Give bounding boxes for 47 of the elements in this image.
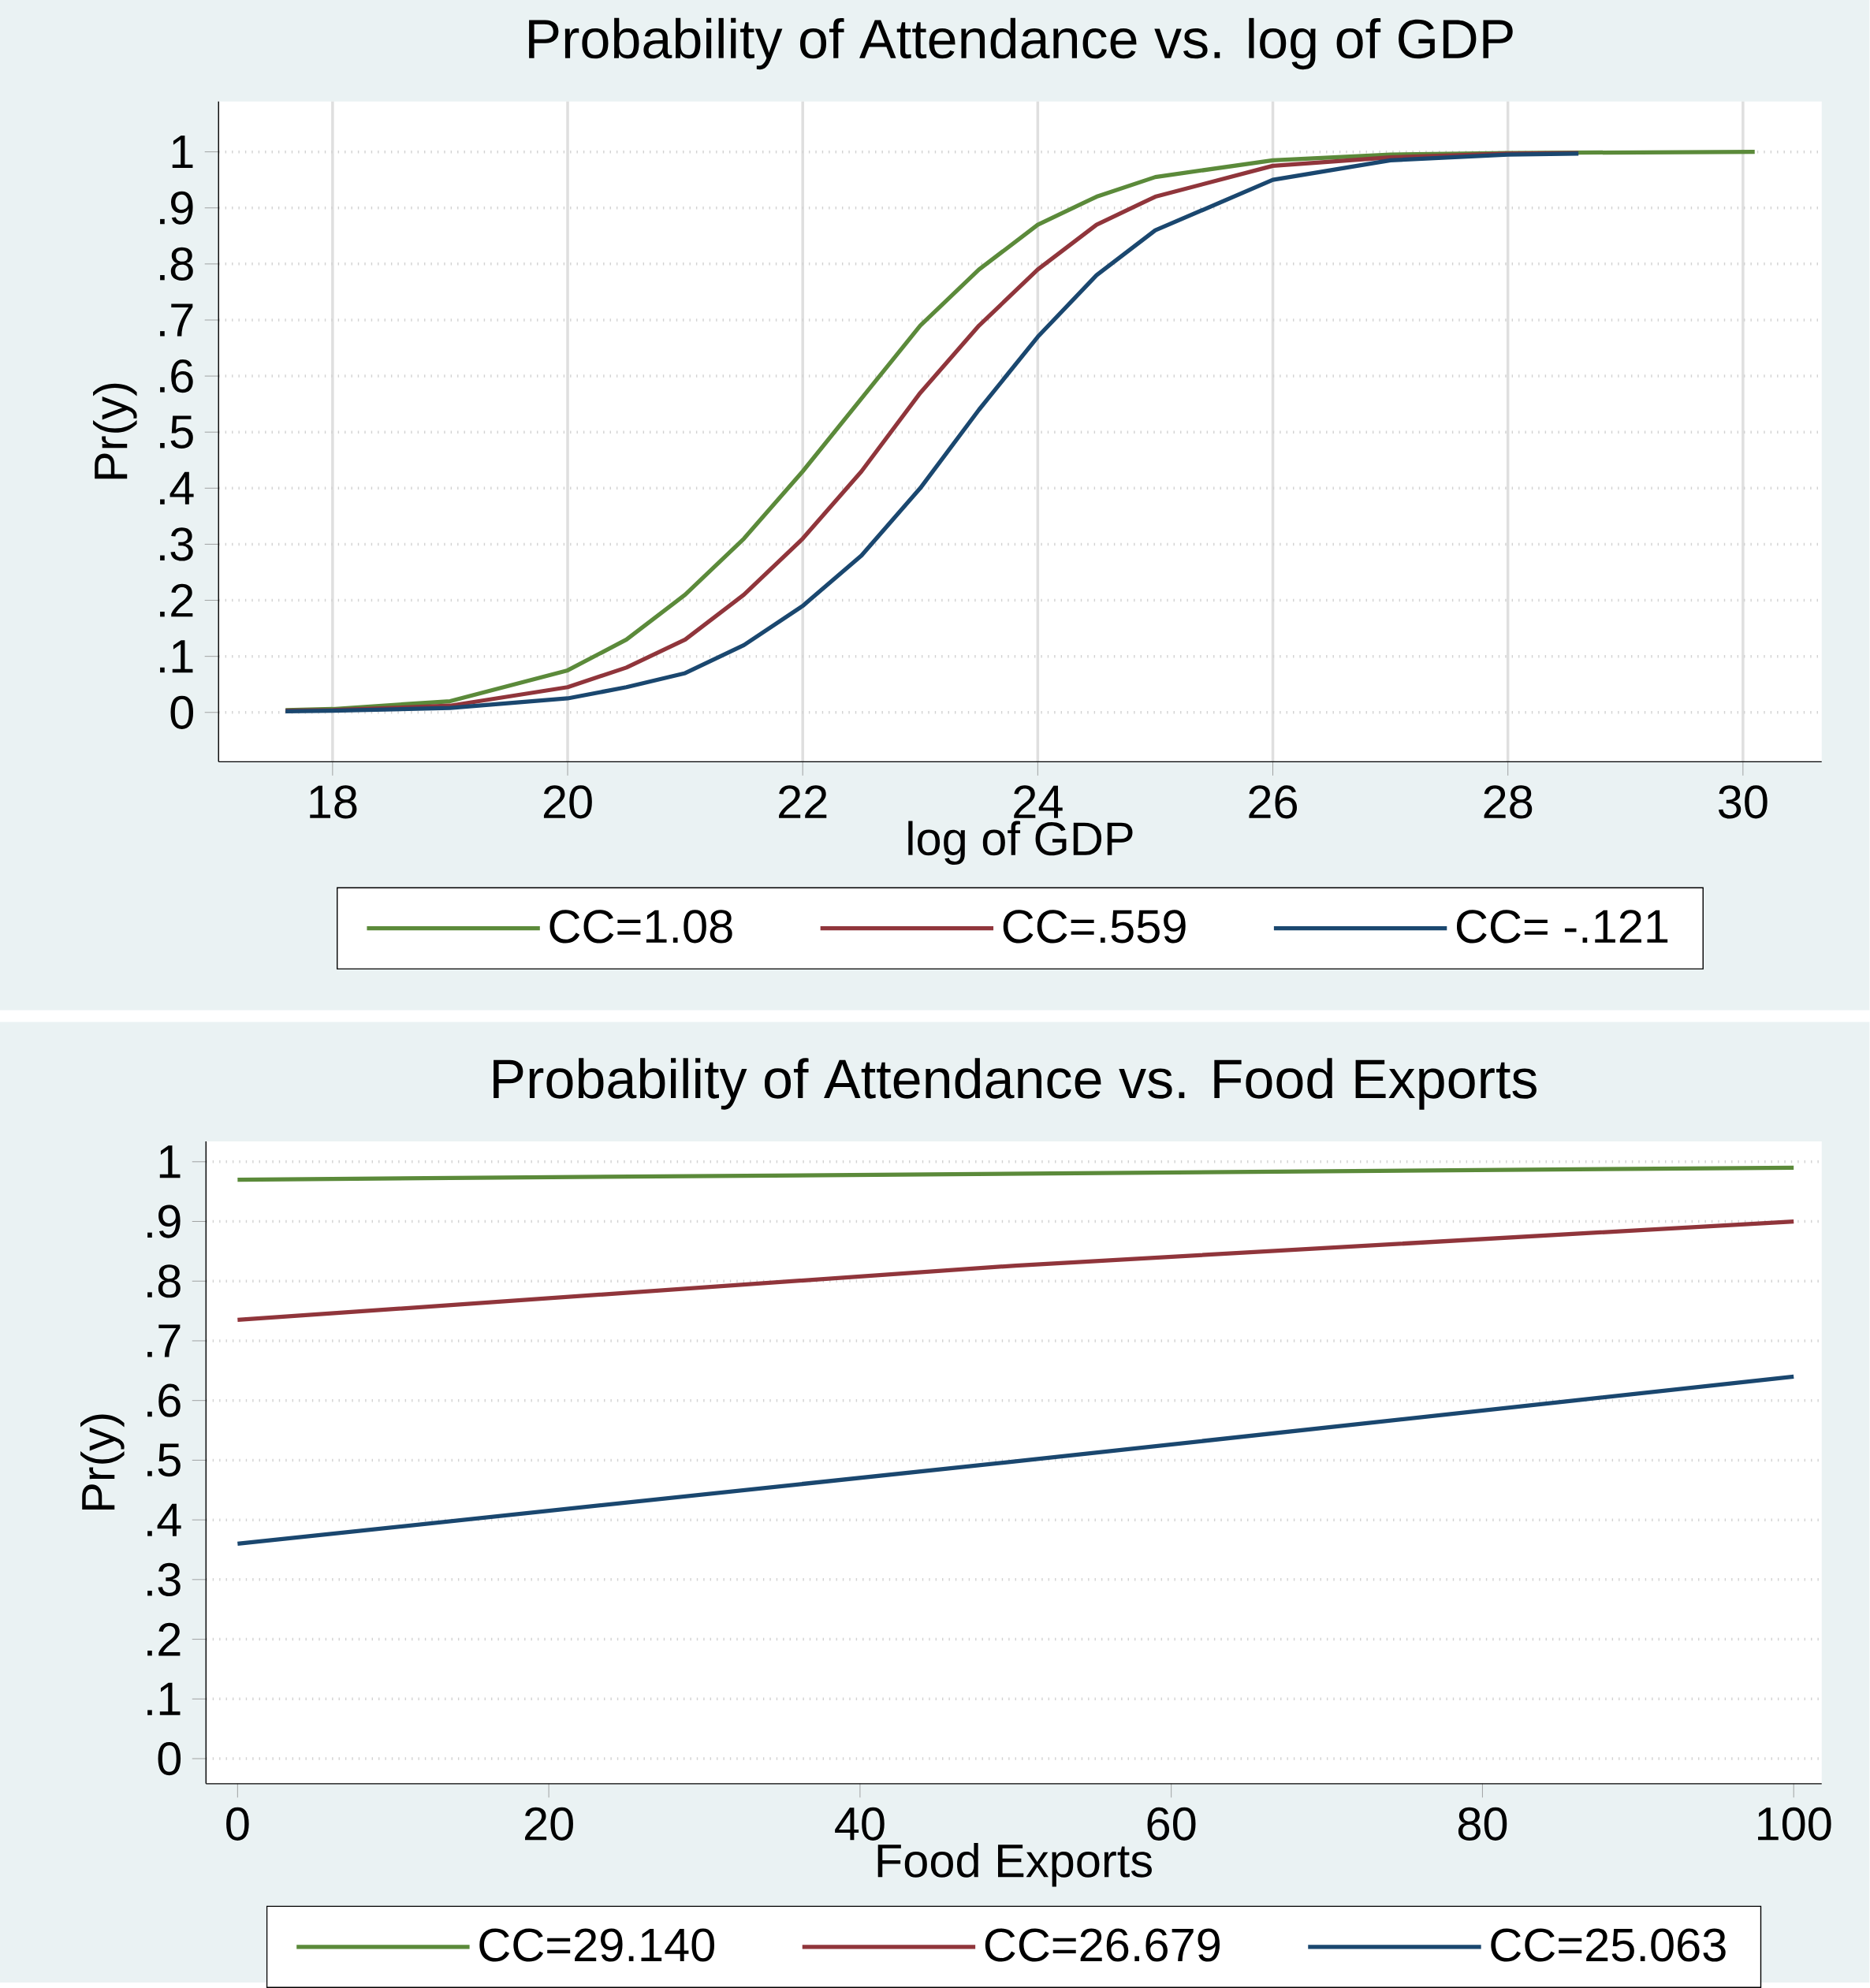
x-axis-title: log of GDP — [908, 821, 1133, 866]
y-tick-label: .7 — [147, 1324, 181, 1357]
y-tick-label: .3 — [160, 527, 193, 561]
chart-title: Probability of Attendance vs. Food Exports — [494, 1058, 1537, 1110]
y-tick-label: .5 — [160, 415, 194, 449]
legend-label: CC=25.063 — [1491, 1928, 1726, 1962]
legend-label: CC=.559 — [1003, 910, 1186, 944]
y-axis-title: Pr(y) — [80, 1414, 125, 1510]
x-tick-label: 0 — [226, 1807, 249, 1841]
y-tick-label: .2 — [160, 583, 193, 617]
x-tick-label: 60 — [1147, 1807, 1196, 1841]
x-tick-label: 24 — [1014, 785, 1063, 818]
y-tick-label: .8 — [160, 247, 193, 281]
y-tick-label: .1 — [160, 640, 193, 673]
y-tick-label: .6 — [147, 1383, 181, 1417]
y-tick-label: .4 — [160, 471, 194, 504]
y-tick-label: .6 — [160, 359, 193, 393]
x-tick-label: 26 — [1249, 785, 1298, 819]
legend-label: CC= -.121 — [1457, 910, 1668, 944]
x-tick-label: 100 — [1758, 1807, 1831, 1841]
y-tick-label: .1 — [147, 1682, 181, 1715]
x-tick-label: 28 — [1484, 785, 1533, 819]
y-tick-label: .4 — [147, 1503, 181, 1536]
x-axis-title: Food Exports — [877, 1843, 1153, 1887]
x-tick-label: 80 — [1458, 1807, 1507, 1841]
x-tick-label: 40 — [835, 1807, 885, 1841]
y-tick-label: 0 — [170, 695, 194, 729]
legend-label: CC=1.08 — [549, 910, 732, 944]
y-tick-label: .7 — [160, 303, 193, 337]
y-tick-label: .3 — [147, 1562, 181, 1596]
x-tick-label: 22 — [779, 785, 827, 818]
y-tick-label: 1 — [160, 1145, 181, 1178]
y-axis-title: Pr(y) — [93, 383, 137, 479]
x-tick-label: 18 — [310, 785, 357, 819]
y-tick-label: .5 — [147, 1443, 181, 1477]
chart-title: Probability of Attendance vs. log of GDP — [529, 17, 1513, 70]
legend-label: CC=29.140 — [479, 1928, 715, 1962]
x-tick-label: 30 — [1719, 785, 1768, 819]
legend-label: CC=26.679 — [985, 1928, 1220, 1962]
x-tick-label: 20 — [544, 785, 593, 819]
y-tick-label: .2 — [147, 1622, 181, 1656]
x-tick-label: 20 — [525, 1807, 574, 1841]
y-tick-label: .9 — [160, 191, 193, 225]
y-tick-label: .9 — [147, 1204, 181, 1238]
y-tick-label: .8 — [147, 1264, 181, 1298]
y-tick-label: 1 — [172, 136, 193, 169]
y-tick-label: 0 — [158, 1741, 181, 1776]
